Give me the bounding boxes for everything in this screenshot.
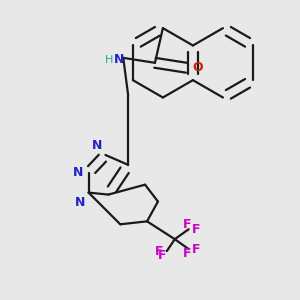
Text: N: N <box>114 53 124 66</box>
Text: F: F <box>155 244 164 258</box>
Text: F: F <box>192 243 200 256</box>
Text: N: N <box>92 139 102 152</box>
Text: F: F <box>183 218 191 231</box>
Text: O: O <box>193 61 203 74</box>
Text: N: N <box>73 166 84 179</box>
Text: F: F <box>183 247 191 260</box>
Text: F: F <box>192 223 200 236</box>
Text: F: F <box>158 249 167 262</box>
Text: H: H <box>105 55 114 65</box>
Text: N: N <box>75 196 85 208</box>
